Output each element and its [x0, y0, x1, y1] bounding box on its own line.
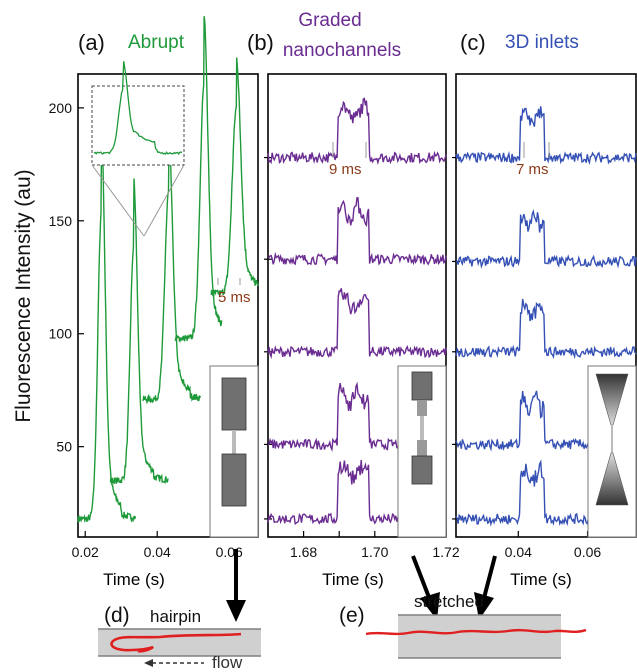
- y-tick-label: 150: [49, 213, 73, 229]
- x-tick-label: 0.04: [505, 544, 532, 560]
- x-tick-label: 0.06: [574, 544, 601, 560]
- panel-a-label: (a): [78, 30, 105, 55]
- channel-e: [398, 615, 561, 658]
- abrupt-trace: [174, 16, 223, 343]
- inlet-trace: [455, 209, 637, 269]
- y-tick-label: 100: [49, 326, 73, 342]
- y-axis-label: Fluorescence Intensity (au): [12, 169, 35, 422]
- abrupt-trace: [210, 57, 259, 297]
- abrupt-trace: [142, 133, 202, 405]
- annotation-9ms: 9 ms: [329, 161, 362, 178]
- 3d-inlet-channel-icon: [587, 365, 637, 538]
- abrupt-trace: [109, 178, 169, 485]
- zoom-inset-trace: [93, 61, 183, 156]
- zoom-connector-right: [143, 164, 185, 237]
- graded-trace: [267, 97, 447, 166]
- y-tick-label: 200: [49, 100, 73, 116]
- stretched-dna-molecule: [365, 628, 587, 636]
- panel-b-label: (b): [247, 30, 274, 55]
- panel-b-title-line1: Graded: [298, 10, 361, 31]
- panel-b-title-line2: nanochannels: [283, 40, 401, 61]
- panel-c-frame: [455, 73, 637, 538]
- flow-arrow: [144, 659, 204, 667]
- flow-label: flow: [212, 653, 243, 672]
- x-tick-label: 0.04: [144, 544, 171, 560]
- axis-ticks: 50 100 150 200 0.02 0.04 0.06 1.68 1.70 1.72 0.04 0…: [49, 100, 602, 560]
- graded-trace: [267, 288, 447, 360]
- panel-a-frame: [77, 73, 259, 538]
- abrupt-channel-icon: [209, 365, 259, 538]
- hairpin-dna-molecule: [110, 632, 242, 653]
- x-tick-label: 0.02: [72, 544, 99, 560]
- traces: [77, 16, 637, 527]
- abrupt-trace: [77, 127, 137, 523]
- arrow-to-e-left: [411, 555, 440, 620]
- graded-trace: [267, 197, 447, 267]
- inlet-trace: [455, 298, 637, 360]
- annotation-5ms: 5 ms: [218, 289, 251, 306]
- panel-a-xlabel: Time (s): [103, 570, 165, 589]
- zoom-connector-left: [91, 164, 145, 237]
- panel-c-title: 3D inlets: [505, 32, 579, 53]
- hairpin-label: hairpin: [150, 607, 201, 626]
- panel-b-xlabel: Time (s): [322, 570, 384, 589]
- x-tick-label: 1.68: [290, 544, 317, 560]
- stretched-label: stretched: [414, 592, 484, 611]
- x-tick-label: 1.70: [361, 544, 388, 560]
- annotation-7ms: 7 ms: [516, 161, 549, 178]
- arrow-to-e-right: [474, 555, 497, 620]
- panel-e-label: (e): [339, 604, 365, 627]
- zoom-inset-frame: [91, 85, 185, 166]
- panel-c-label: (c): [460, 30, 486, 55]
- panel-d-label: (d): [104, 604, 130, 627]
- panel-b-frame: [267, 73, 447, 538]
- x-tick-label: 1.72: [432, 544, 459, 560]
- panel-a-title: Abrupt: [128, 32, 185, 53]
- x-tick-label: 0.06: [216, 544, 243, 560]
- inlet-trace: [455, 106, 637, 166]
- panel-c-xlabel: Time (s): [510, 570, 572, 589]
- arrow-to-d: [226, 549, 246, 622]
- y-tick-label: 50: [56, 439, 72, 455]
- graded-channel-icon: [397, 365, 447, 538]
